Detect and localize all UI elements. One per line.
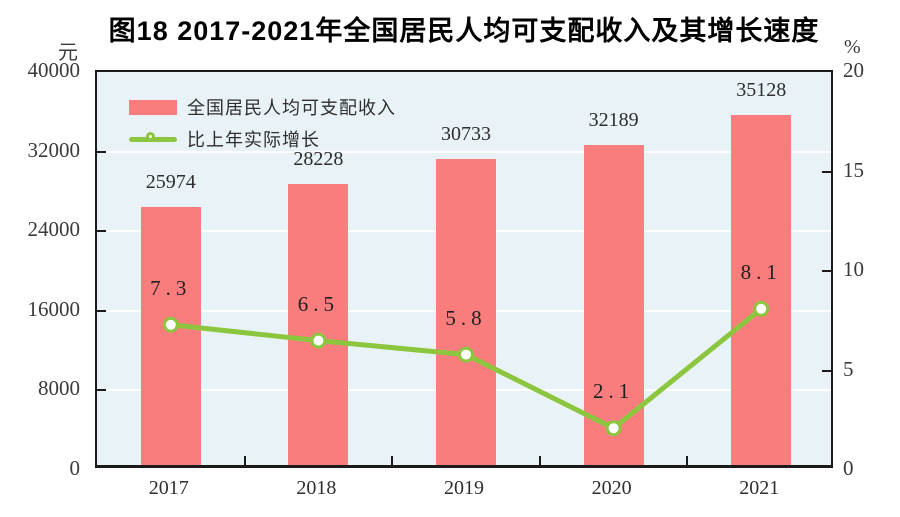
left-axis-label-32000: 32000 [27,137,81,162]
left-axis-label-16000: 16000 [27,296,81,321]
right-axis-unit-label: % [844,36,861,58]
right-axis-label-20: 20 [843,58,864,82]
growth-marker-2018 [310,332,327,349]
growth-value-label-2018: 6.5 [297,291,340,316]
bar-value-label-2018: 28228 [293,148,344,171]
x-axis-label-2019: 2019 [444,477,484,499]
growth-line-layer [162,300,770,437]
bar-2017 [140,206,201,465]
left-axis-tick [97,150,106,153]
left-axis-label-8000: 8000 [38,376,80,401]
right-axis-label-5: 5 [843,356,854,381]
x-axis-label-2020: 2020 [591,477,632,499]
legend-item-income-label: 全国居民人均可支配收入 [187,98,396,118]
growth-value-label-2021: 8.1 [740,259,782,284]
legend: 全国居民人均可支配收入 比上年实际增长 [129,94,396,158]
chart-title: 图18 2017-2021年全国居民人均可支配收入及其增长速度 [108,16,820,46]
x-axis-tick [686,456,689,465]
line-swatch-marker-icon [146,131,155,141]
legend-item-growth: 比上年实际增长 [129,126,396,152]
bar-value-label-2020: 32189 [588,108,639,131]
left-axis-label-24000: 24000 [27,217,81,242]
left-axis-tick [97,230,106,233]
growth-marker-2017 [162,316,179,333]
bar-value-label-2019: 30733 [441,123,491,146]
growth-value-label-2017: 7.3 [150,275,192,300]
x-axis-tick [391,456,394,465]
bar-value-label-2017: 25974 [145,170,196,193]
growth-marker-2019 [458,346,474,363]
x-axis-tick [243,456,246,465]
x-axis-tick [538,456,541,465]
right-axis-label-0: 0 [843,456,854,480]
right-axis-label-10: 10 [843,257,864,281]
growth-value-label-2019: 5.8 [445,305,487,330]
left-axis-label-40000: 40000 [27,58,81,82]
x-axis-label-2017: 2017 [148,477,189,499]
left-axis-label-0: 0 [69,456,81,480]
bar-2018 [288,184,349,465]
right-axis-tick [822,369,831,372]
legend-item-income: 全国居民人均可支配收入 [129,94,396,120]
right-axis-tick [822,270,831,272]
bar-2019 [436,159,496,465]
bar-value-label-2021: 35128 [736,79,787,102]
left-axis-unit-label: 元 [58,42,78,64]
gridline [97,150,831,153]
x-axis-label-2021: 2021 [739,477,780,499]
right-axis-tick [822,170,831,173]
growth-marker-2021 [753,300,770,317]
bar-series-swatch-icon [129,99,177,115]
left-axis-tick [97,389,106,392]
bar-2021 [731,115,792,465]
plot-area: 25974 28228 30733 32189 35128 7.3 6.5 5.8 2.1 8.1… [95,70,833,468]
x-axis-label-2018: 2018 [296,477,337,499]
right-axis-label-15: 15 [843,157,864,182]
line-series-swatch-icon [129,131,177,147]
growth-value-label-2020: 2.1 [592,379,635,404]
left-axis-tick [97,309,106,312]
growth-marker-2020 [605,420,622,437]
legend-item-growth-label: 比上年实际增长 [187,130,320,150]
